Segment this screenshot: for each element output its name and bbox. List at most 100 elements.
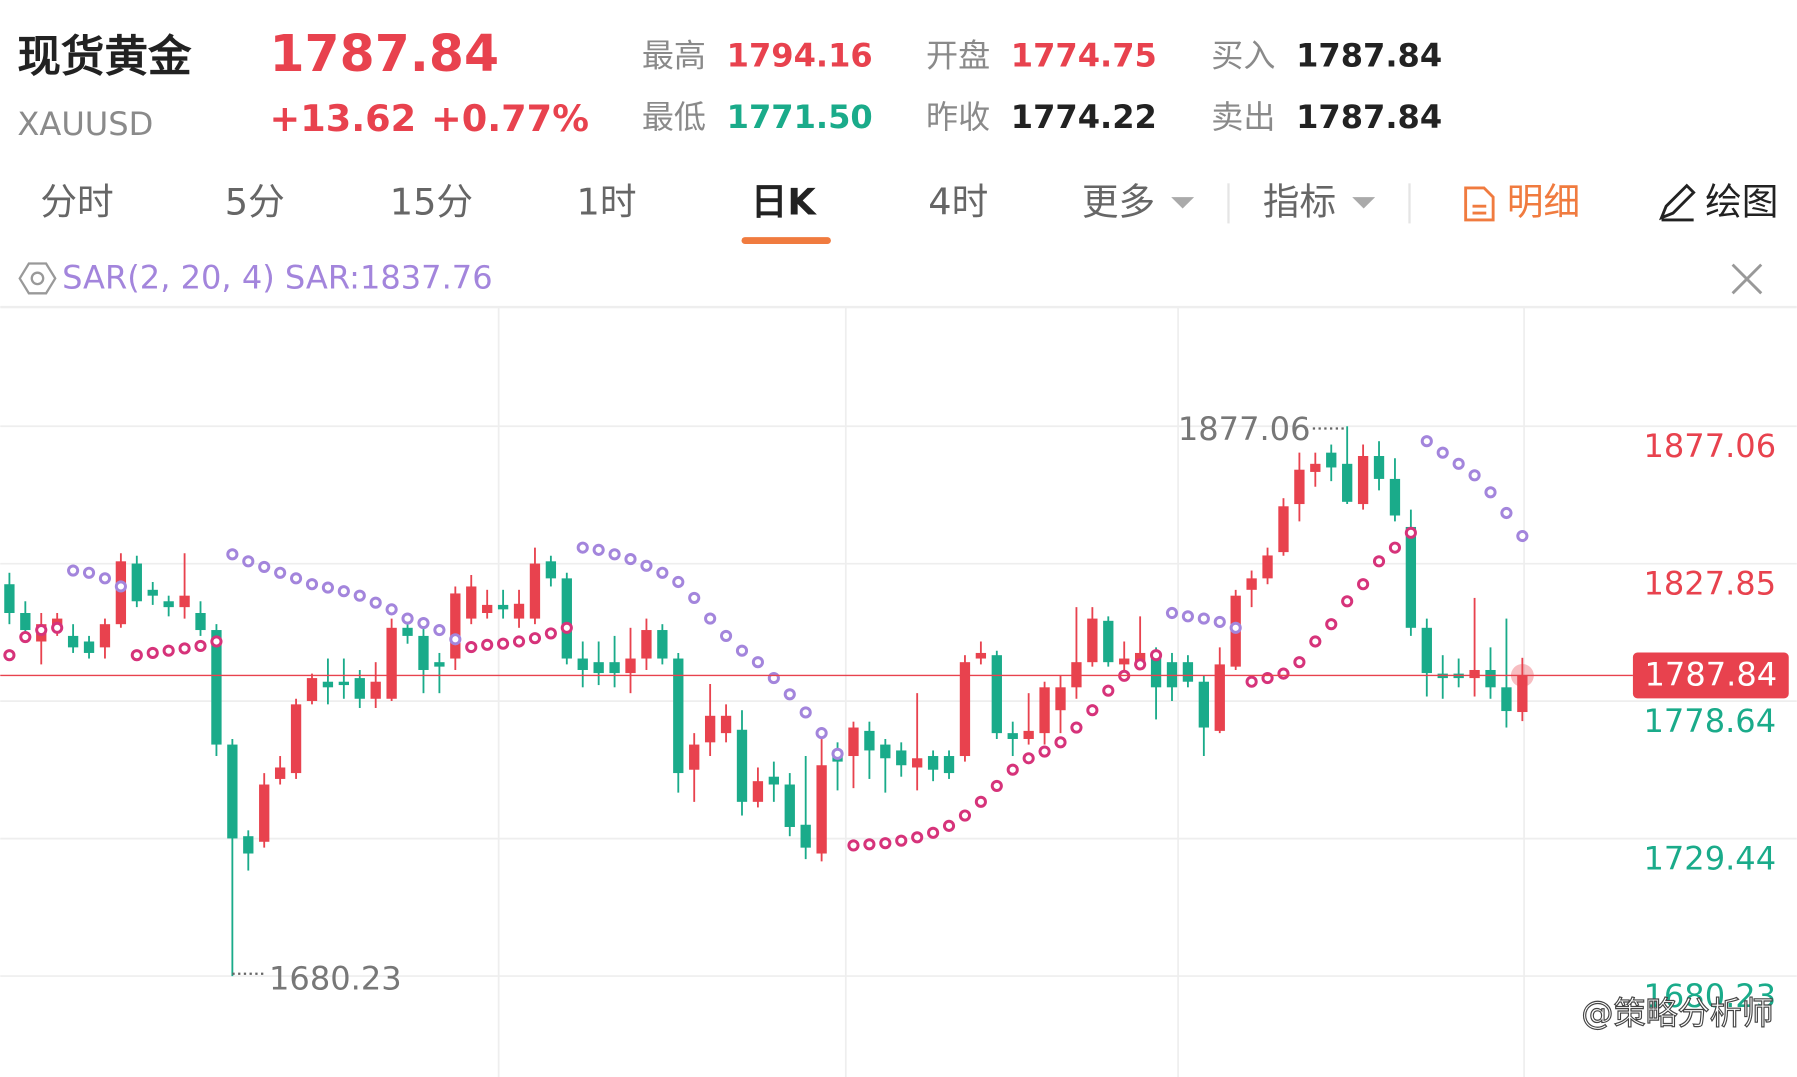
sar-dot: [1213, 615, 1226, 629]
candle-body: [561, 578, 572, 659]
y-tick-label: 1729.44: [1643, 839, 1776, 877]
candle-body: [227, 744, 238, 839]
sar-dot: [1372, 555, 1386, 568]
candle-body: [1485, 669, 1496, 688]
settings-icon[interactable]: [18, 262, 57, 295]
stat-label: 开盘: [926, 36, 990, 74]
candle-body: [1087, 618, 1098, 663]
sar-dot: [719, 629, 733, 642]
sar-dot: [305, 578, 319, 591]
last-price: 1787.84: [269, 24, 499, 83]
sar-dot: [1229, 621, 1242, 634]
dropdown-arrow: [1352, 197, 1376, 209]
sar-dot: [1341, 595, 1354, 608]
candle-body: [736, 729, 748, 802]
candle-body: [880, 744, 891, 759]
vertical-grid: [497, 307, 1525, 1077]
sar-dot: [433, 623, 446, 637]
detail-icon: [1464, 186, 1495, 222]
candle-body: [927, 756, 939, 770]
sar-dot: [1309, 635, 1322, 648]
candle-body: [211, 630, 222, 745]
candle-body: [338, 681, 350, 686]
candle-body: [195, 613, 206, 631]
sar-dot: [624, 553, 637, 566]
sar-dot: [735, 644, 749, 657]
price-glow: [1510, 664, 1534, 687]
sar-dot: [497, 637, 510, 650]
candle-body: [593, 662, 604, 674]
sar-dot: [783, 688, 796, 701]
candle-body: [482, 604, 493, 614]
candle-body: [83, 641, 95, 653]
sar-dot: [1134, 658, 1147, 671]
candle-body: [641, 630, 652, 659]
sar-dot: [162, 644, 175, 657]
tab[interactable]: 15分: [390, 180, 473, 223]
sar-dot: [337, 585, 350, 598]
watermark: @策略分析师: [1581, 994, 1773, 1032]
tab[interactable]: 明细: [1507, 180, 1580, 223]
candle-body: [768, 776, 779, 785]
tab[interactable]: 5分: [225, 180, 285, 223]
stat-label: 昨收: [926, 98, 990, 136]
tab[interactable]: 指标: [1263, 180, 1336, 223]
candle-body: [1182, 662, 1194, 682]
tab[interactable]: 1时: [577, 180, 637, 223]
sar-dot: [544, 627, 557, 640]
sar-dot: [481, 638, 494, 651]
tab[interactable]: 分时: [40, 180, 113, 223]
instrument-name: 现货黄金: [17, 33, 192, 83]
sar-dot: [1054, 736, 1067, 749]
candle-body: [784, 784, 795, 827]
sar-dot: [1245, 675, 1258, 688]
candle-body: [1278, 506, 1289, 553]
sar-dot: [289, 572, 303, 585]
sar-dot: [799, 706, 812, 719]
tab-active[interactable]: 日K: [751, 180, 818, 223]
candle-body: [243, 836, 254, 854]
candle-body: [1405, 526, 1417, 628]
sar-dot: [1420, 435, 1433, 448]
sar-dot: [98, 572, 112, 585]
sar-dot: [1086, 704, 1099, 717]
sar-dot: [1436, 446, 1449, 459]
candle-body: [466, 586, 477, 619]
candle-body: [1055, 687, 1066, 711]
tab-bar: 分时 5分 15分 1时 日K 4时 更多 指标 明细 绘图: [40, 180, 1778, 245]
sar-dot: [417, 616, 430, 630]
tab[interactable]: 4时: [928, 180, 988, 223]
candle-body: [1023, 730, 1034, 739]
candle-body: [864, 730, 875, 751]
candle-body: [975, 652, 987, 659]
min-label: 1680.23: [269, 960, 402, 998]
stat-value: 1771.50: [727, 98, 873, 136]
stat-label: 最高: [642, 36, 706, 74]
y-tick-label: 1680.23: [1643, 977, 1776, 1015]
sar-dot: [1500, 506, 1513, 520]
candle-body: [577, 658, 588, 670]
sar-dot: [1452, 457, 1465, 470]
sar-dot: [1293, 656, 1306, 669]
close-indicator[interactable]: [1731, 263, 1763, 295]
sar-dot: [242, 555, 255, 568]
indicator-label: SAR(2, 20, 4) SAR:1837.76: [62, 259, 493, 297]
candle-body: [386, 627, 397, 699]
sar-dot: [35, 623, 48, 637]
sar-dot: [576, 541, 589, 554]
sar-dot: [1388, 541, 1402, 554]
stat-label: 卖出: [1211, 98, 1275, 136]
tab[interactable]: 绘图: [1705, 180, 1778, 223]
sar-dot: [847, 839, 860, 852]
candle-body: [959, 662, 971, 757]
candle-body: [1310, 463, 1321, 472]
tab[interactable]: 更多: [1082, 180, 1155, 223]
sar-dot: [512, 635, 526, 648]
dropdown-arrow: [1171, 197, 1195, 209]
candle-body: [1166, 662, 1178, 688]
candle-body: [991, 655, 1002, 734]
change: +13.62: [269, 97, 416, 140]
stat-label: 买入: [1211, 36, 1275, 74]
candle-body: [529, 563, 541, 619]
sar-dot: [974, 795, 987, 808]
